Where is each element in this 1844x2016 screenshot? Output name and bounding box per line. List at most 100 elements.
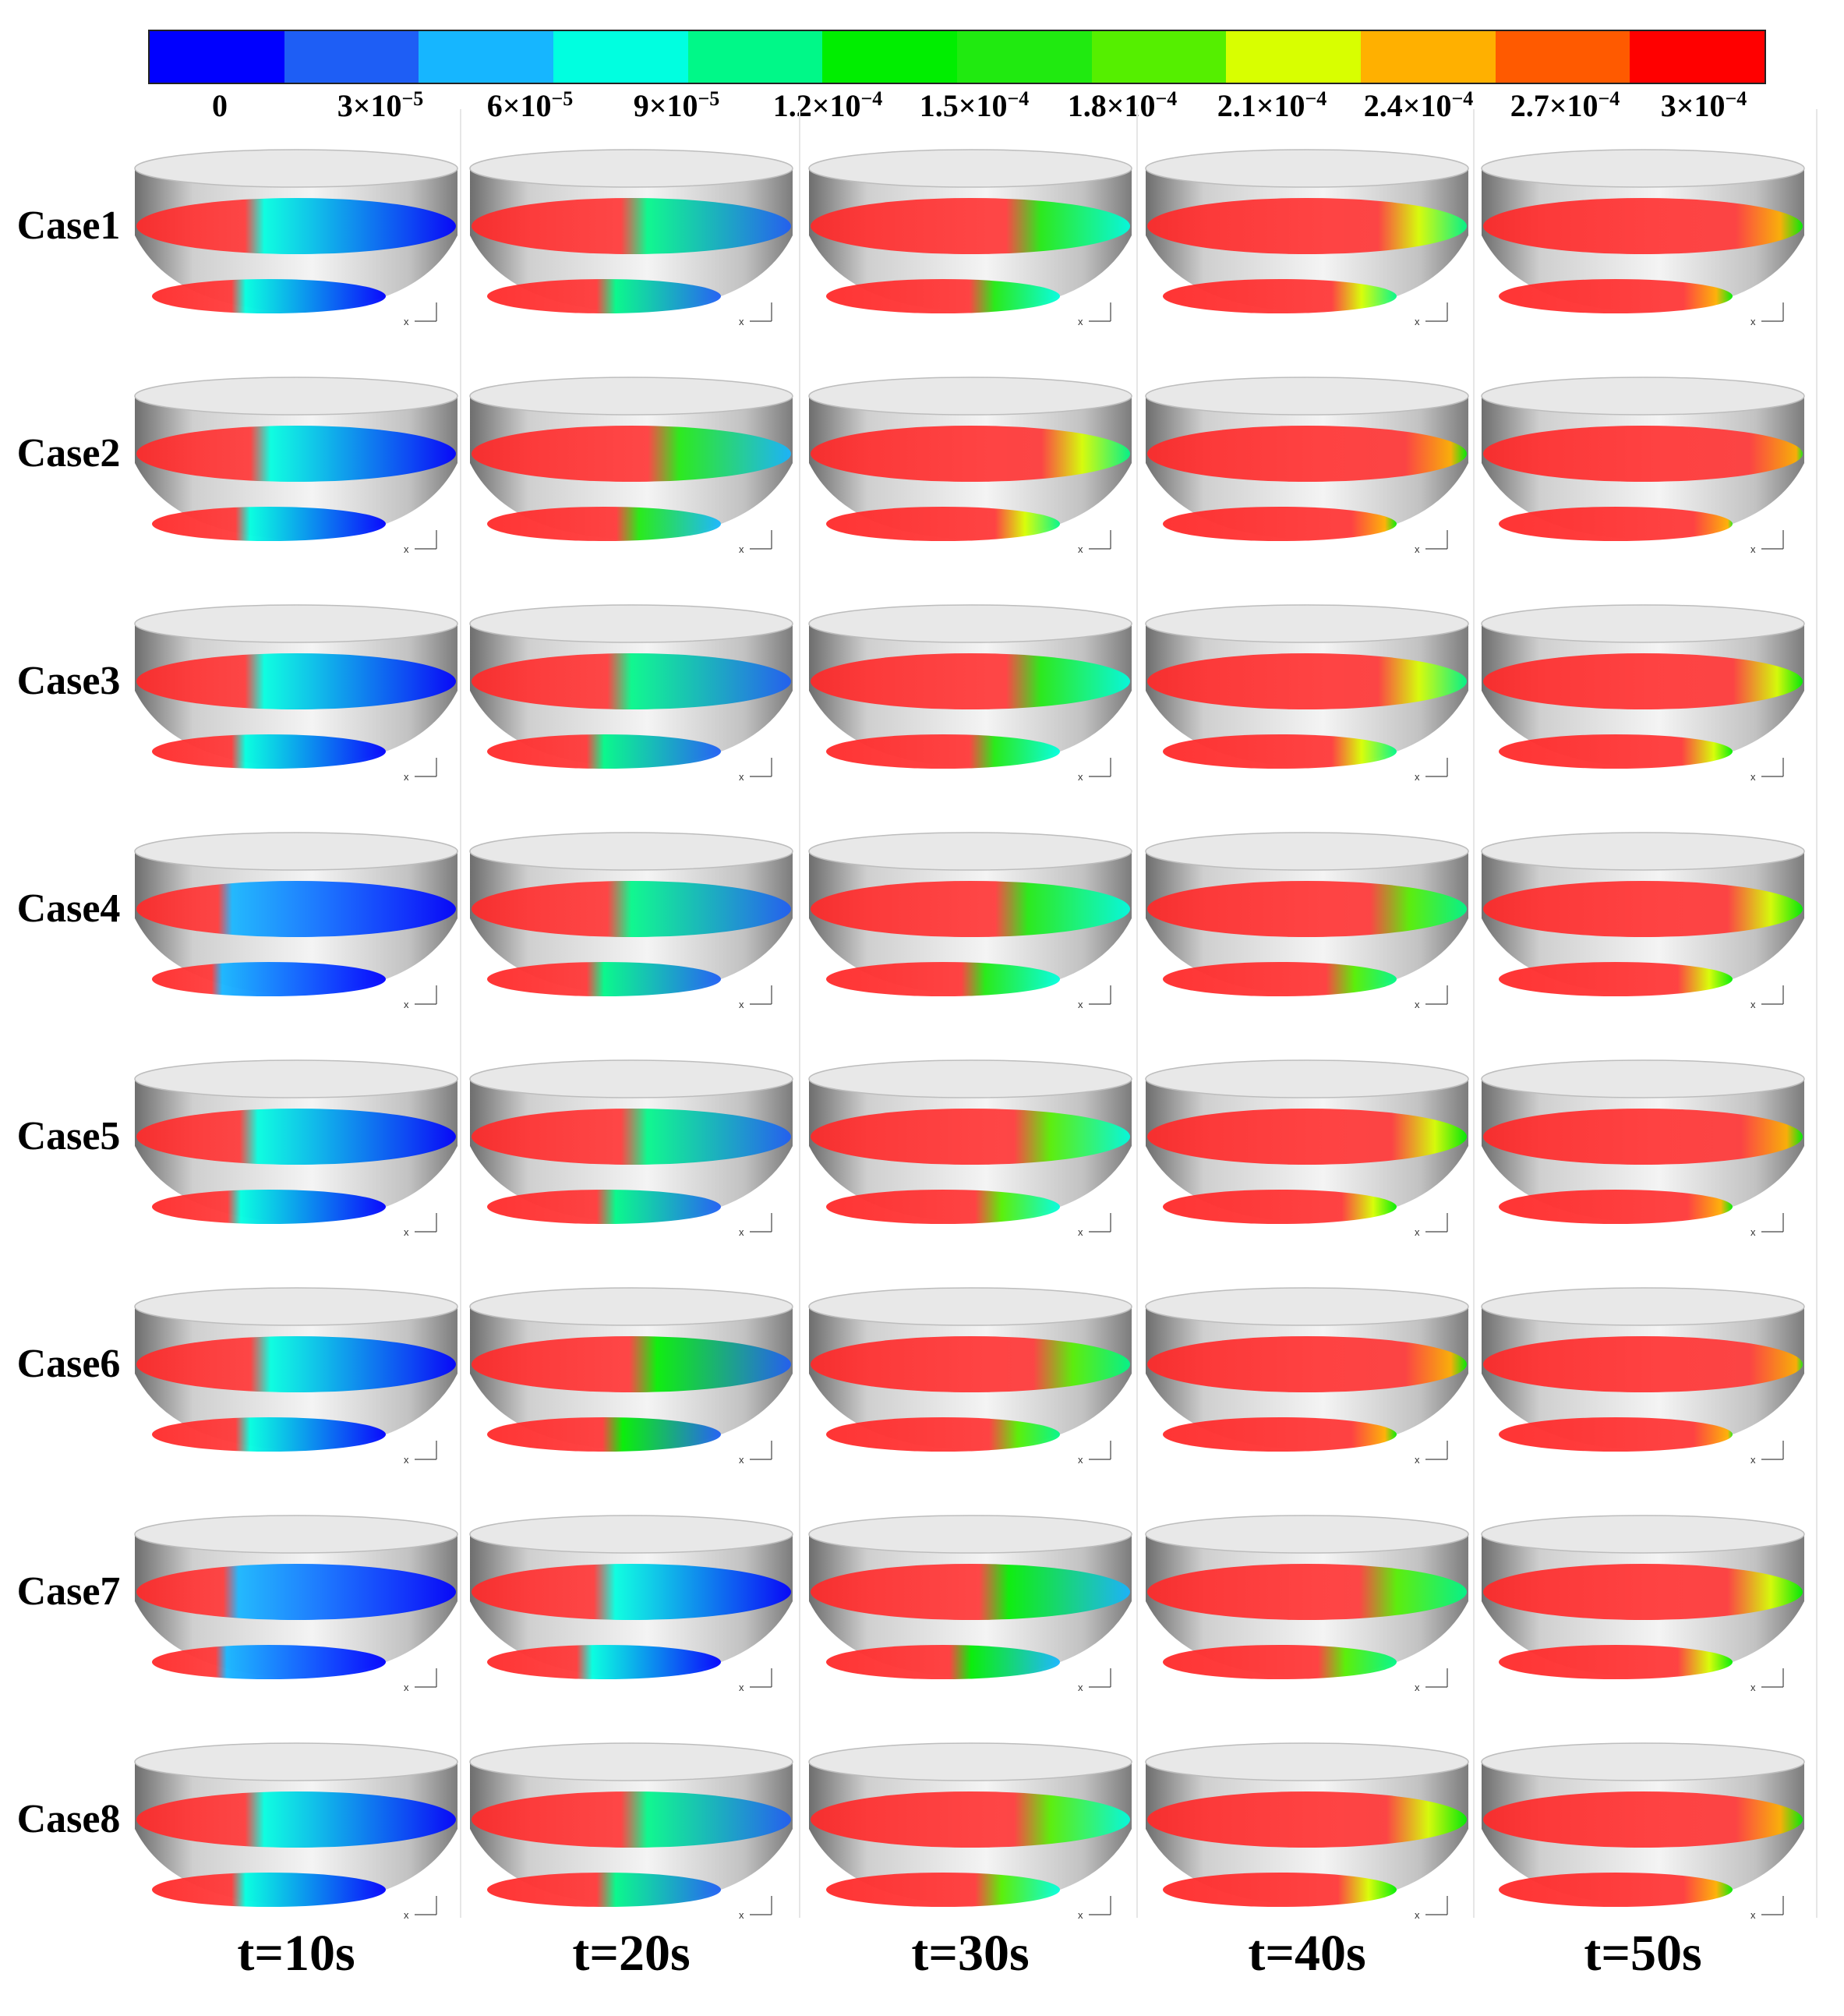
axis-x-label: x: [1750, 1454, 1756, 1466]
vessel-top-rim: [469, 149, 793, 188]
upper-slice-contour: [1483, 1109, 1803, 1165]
lower-slice-contour: [487, 1190, 721, 1224]
vessel-top-rim: [134, 604, 458, 643]
vessel-top-rim: [1481, 604, 1805, 643]
upper-slice-contour: [1483, 1791, 1803, 1848]
lower-slice-contour: [1163, 1873, 1397, 1907]
upper-slice-contour: [1483, 881, 1803, 937]
vessel-top-rim: [808, 604, 1132, 643]
axis-x-label: x: [404, 543, 409, 555]
colorbar-tick-label: 9×10−5: [633, 87, 720, 123]
lower-slice-contour: [152, 962, 386, 996]
lower-slice-contour: [1163, 962, 1397, 996]
vessel-panel-case3-col4: x: [1145, 604, 1469, 783]
vessel-panel-case5-col3: x: [808, 1059, 1132, 1238]
axis-x-label: x: [1078, 771, 1083, 783]
vessel-panel-case8-col2: x: [469, 1742, 793, 1921]
lower-slice-contour: [1163, 1417, 1397, 1452]
lower-slice-contour: [826, 279, 1060, 313]
axis-x-label: x: [1078, 316, 1083, 327]
vessel-panel-case8-col4: x: [1145, 1742, 1469, 1921]
vessel-panel-case5-col4: x: [1145, 1059, 1469, 1238]
colorbar-band-11: [1630, 31, 1765, 83]
row-label: Case8: [16, 1797, 121, 1841]
vessel-panel-case1-col2: x: [469, 149, 793, 327]
lower-slice-contour: [487, 507, 721, 541]
column-separator: [1136, 109, 1138, 1918]
vessel-top-rim: [808, 149, 1132, 188]
row-label: Case7: [16, 1569, 121, 1614]
axis-x-label: x: [404, 1909, 409, 1921]
column-separator: [1473, 109, 1475, 1918]
vessel-panel-case6-col4: x: [1145, 1287, 1469, 1466]
vessel-panel-case3-col2: x: [469, 604, 793, 783]
vessel-top-rim: [1145, 1742, 1469, 1781]
vessel-panel-case5-col2: x: [469, 1059, 793, 1238]
axis-x-label: x: [404, 1682, 409, 1693]
upper-slice-contour: [1147, 1109, 1467, 1165]
lower-slice-contour: [826, 1417, 1060, 1452]
vessel-panel-case1-col4: x: [1145, 149, 1469, 327]
vessel-top-rim: [808, 1287, 1132, 1326]
colorbar-tick-label: 3×10−5: [337, 87, 424, 123]
vessel-panel-case8-col1: x: [134, 1742, 458, 1921]
axis-x-label: x: [1415, 1226, 1420, 1238]
vessel-top-rim: [1481, 1515, 1805, 1554]
axis-x-label: x: [1078, 1454, 1083, 1466]
upper-slice-contour: [472, 1336, 791, 1392]
lower-slice-contour: [1499, 279, 1733, 313]
vessel-top-rim: [469, 1287, 793, 1326]
upper-slice-contour: [136, 1791, 456, 1848]
axis-x-label: x: [739, 999, 744, 1010]
axis-x-label: x: [1750, 316, 1756, 327]
vessel-top-rim: [469, 377, 793, 416]
upper-slice-contour: [1483, 426, 1803, 482]
vessel-top-rim: [1481, 377, 1805, 416]
upper-slice-contour: [136, 653, 456, 709]
lower-slice-contour: [1163, 1190, 1397, 1224]
column-separator: [799, 109, 800, 1918]
axis-x-label: x: [1750, 543, 1756, 555]
vessel-top-rim: [1481, 832, 1805, 871]
vessel-panel-case7-col2: x: [469, 1515, 793, 1693]
lower-slice-contour: [826, 1873, 1060, 1907]
axis-x-label: x: [739, 1909, 744, 1921]
vessel-top-rim: [134, 832, 458, 871]
vessel-top-rim: [469, 1059, 793, 1098]
upper-slice-contour: [1147, 881, 1467, 937]
lower-slice-contour: [826, 1645, 1060, 1679]
colorbar-tick-label: 0: [212, 88, 228, 123]
colorbar-tick-label: 3×10−4: [1660, 87, 1747, 123]
axis-x-label: x: [404, 999, 409, 1010]
upper-slice-contour: [136, 1336, 456, 1392]
vessel-panel-case4-col1: x: [134, 832, 458, 1010]
vessel-top-rim: [134, 1059, 458, 1098]
upper-slice-contour: [472, 1791, 791, 1848]
axis-x-label: x: [1078, 543, 1083, 555]
lower-slice-contour: [1499, 1417, 1733, 1452]
upper-slice-contour: [1483, 653, 1803, 709]
axis-x-label: x: [739, 1226, 744, 1238]
lower-slice-contour: [152, 734, 386, 769]
upper-slice-contour: [1147, 653, 1467, 709]
vessel-top-rim: [134, 149, 458, 188]
axis-x-label: x: [739, 771, 744, 783]
axis-x-label: x: [739, 1682, 744, 1693]
vessel-panel-case7-col5: x: [1481, 1515, 1805, 1693]
row-label: Case2: [16, 431, 121, 476]
axis-x-label: x: [1078, 1909, 1083, 1921]
vessel-panel-case1-col1: x: [134, 149, 458, 327]
colorbar-tick-label: 2.7×10−4: [1510, 87, 1620, 123]
axis-x-label: x: [1415, 1682, 1420, 1693]
vessel-top-rim: [469, 1742, 793, 1781]
upper-slice-contour: [1483, 1564, 1803, 1620]
colorbar-band-7: [1091, 31, 1227, 83]
upper-slice-contour: [1147, 1336, 1467, 1392]
lower-slice-contour: [1163, 1645, 1397, 1679]
vessel-panel-case2-col4: x: [1145, 377, 1469, 555]
lower-slice-contour: [826, 1190, 1060, 1224]
vessel-top-rim: [1145, 149, 1469, 188]
row-label: Case6: [16, 1342, 121, 1386]
upper-slice-contour: [136, 426, 456, 482]
axis-x-label: x: [1415, 999, 1420, 1010]
